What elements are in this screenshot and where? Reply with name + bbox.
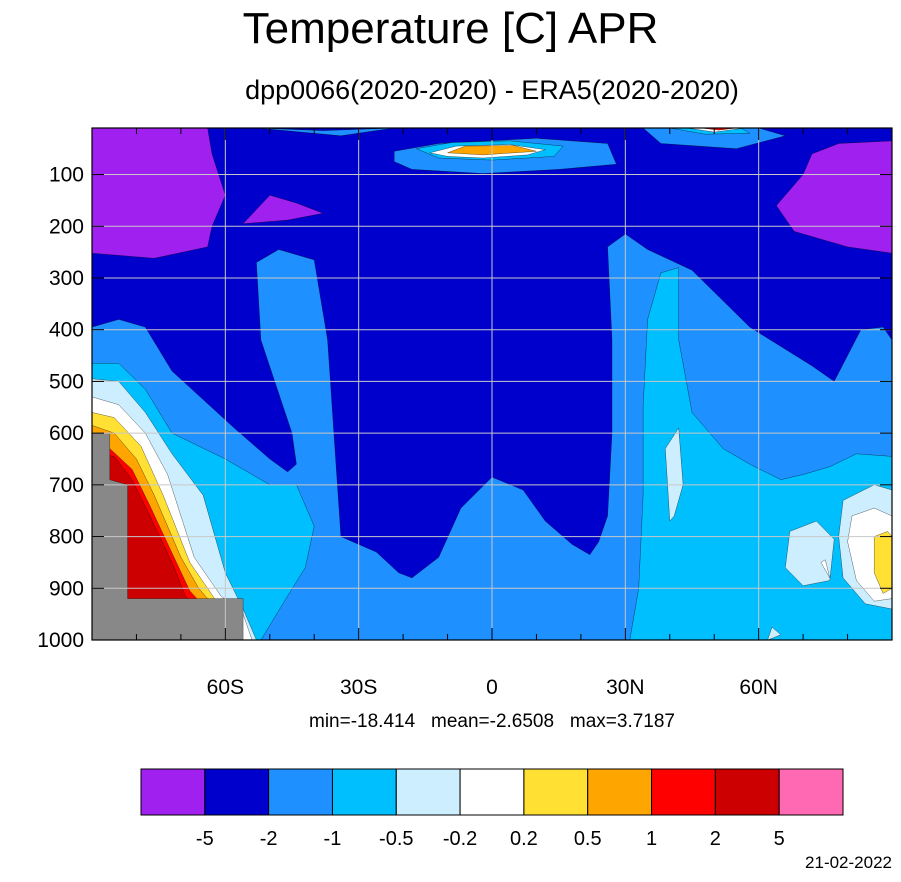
contour-region-11 xyxy=(785,520,835,586)
colorbar-label: -5 xyxy=(196,828,214,850)
colorbar-swatch xyxy=(651,768,716,816)
colorbar-swatch xyxy=(331,768,397,816)
date-label: 21-02-2022 xyxy=(805,853,892,872)
y-tick-label: 600 xyxy=(49,422,84,445)
colorbar-swatch xyxy=(587,768,653,816)
y-tick-label: 500 xyxy=(49,370,84,393)
colorbar-swatch xyxy=(778,768,844,816)
y-tick-label: 900 xyxy=(49,577,84,600)
colorbar-swatch xyxy=(204,768,270,816)
colorbar-label: 2 xyxy=(710,828,721,850)
contour-region-13 xyxy=(767,626,782,640)
colorbar: -5 -2 -1 -0.5 -0.2 0.2 0.5 1 2 5 xyxy=(140,768,844,850)
y-tick-label: 1000 xyxy=(37,629,84,652)
contour-region-16 xyxy=(820,559,831,579)
x-tick-label: 30S xyxy=(340,676,377,699)
y-tick-label: 400 xyxy=(49,319,84,342)
contour-region-3 xyxy=(256,128,395,137)
y-tick-label: 800 xyxy=(49,526,84,549)
colorbar-label: 0.5 xyxy=(574,828,602,850)
chart-title: Temperature [C] APR xyxy=(242,4,659,53)
y-tick-label: 300 xyxy=(49,267,84,290)
stats-label: min=-18.414 mean=-2.6508 max=3.7187 xyxy=(309,711,675,732)
contour-region-2 xyxy=(776,140,892,254)
y-tick-label: 700 xyxy=(49,474,84,497)
colorbar-label: 0.2 xyxy=(510,828,538,850)
x-tick-label: 0 xyxy=(486,676,498,699)
y-axis: 100 200 300 400 500 600 700 800 900 1000 xyxy=(37,164,892,652)
contour-region-18 xyxy=(873,531,892,594)
contour-region-21 xyxy=(96,453,231,640)
contour-region-0 xyxy=(92,128,226,259)
contour-region-1 xyxy=(242,194,325,225)
colorbar-label: -0.5 xyxy=(379,828,413,850)
x-tick-label: 30N xyxy=(606,676,645,699)
colorbar-label: -2 xyxy=(260,828,278,850)
plot-area xyxy=(91,127,893,641)
colorbar-swatch xyxy=(523,768,589,816)
colorbar-label: -1 xyxy=(324,828,342,850)
colorbar-label: 1 xyxy=(646,828,657,850)
colorbar-label: -0.2 xyxy=(443,828,477,850)
chart-subtitle: dpp0066(2020-2020) - ERA5(2020-2020) xyxy=(245,75,739,105)
colorbar-swatch xyxy=(395,768,461,816)
y-tick-label: 100 xyxy=(49,164,84,187)
colorbar-swatch xyxy=(140,768,206,816)
x-tick-label: 60N xyxy=(739,676,778,699)
colorbar-swatch xyxy=(459,768,525,816)
y-tick-label: 200 xyxy=(49,215,84,238)
x-tick-label: 60S xyxy=(207,676,244,699)
colorbar-swatch xyxy=(268,768,333,816)
x-axis: 60S 30S 0 30N 60N xyxy=(135,128,849,699)
colorbar-label: 5 xyxy=(774,828,785,850)
contour-region-10 xyxy=(665,427,684,522)
colorbar-swatch xyxy=(714,768,780,816)
